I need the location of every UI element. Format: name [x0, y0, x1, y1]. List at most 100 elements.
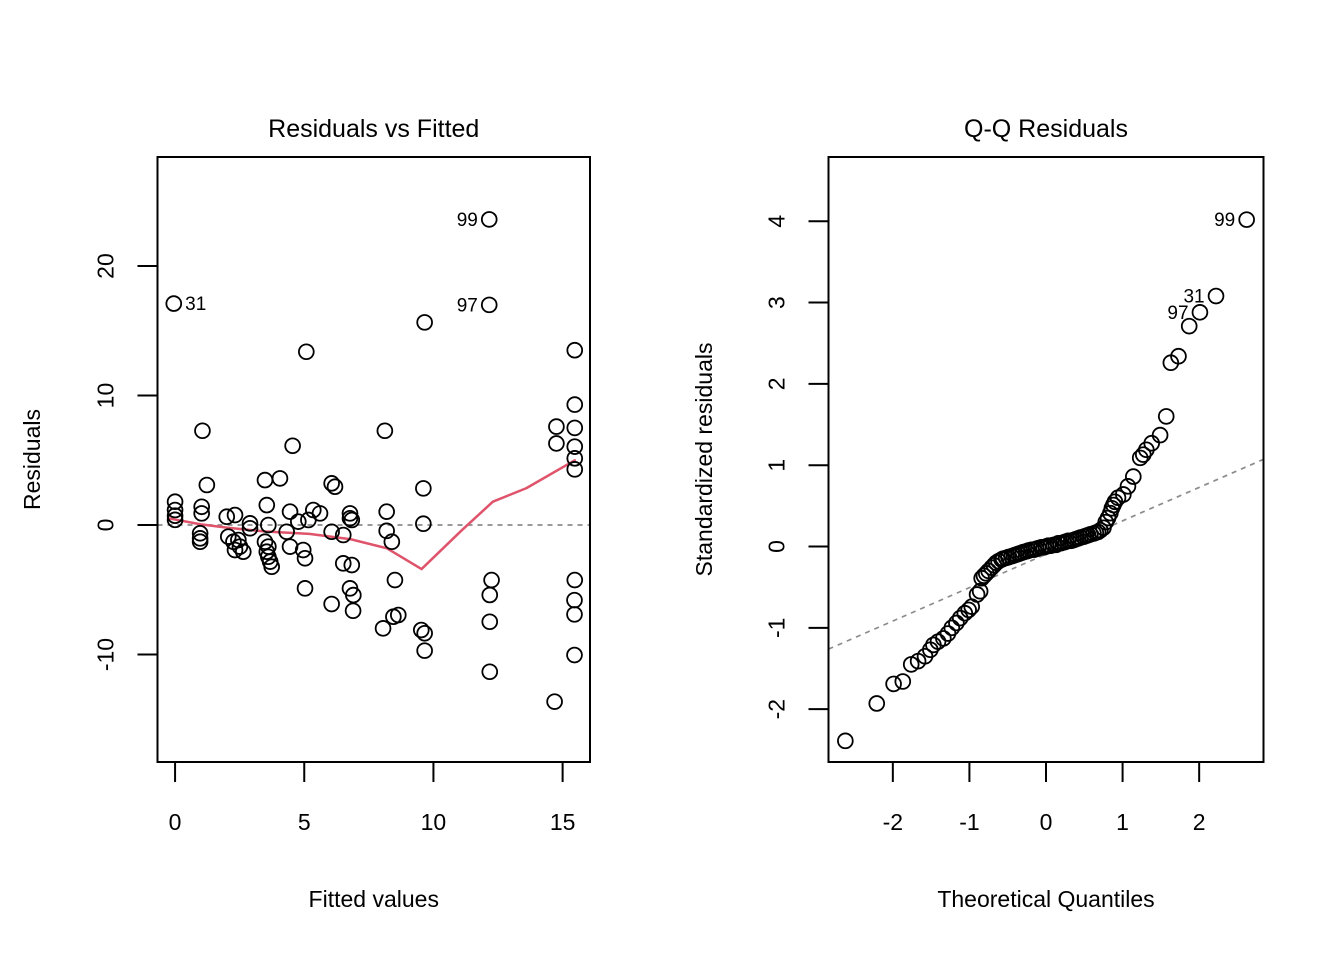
x-axis-label-theoretical-quantiles: Theoretical Quantiles [937, 886, 1154, 912]
data-point [416, 624, 433, 642]
data-point [226, 506, 244, 524]
data-point [323, 595, 340, 613]
data-point [166, 501, 184, 519]
data-point [1131, 449, 1149, 467]
data-point [389, 606, 407, 624]
data-point [378, 522, 395, 540]
data-point [566, 419, 584, 437]
data-point [191, 525, 209, 542]
x-tick-label: -2 [883, 809, 903, 835]
data-point [193, 498, 210, 516]
data-point [378, 503, 395, 520]
x-tick-label: 5 [298, 809, 311, 835]
y-tick-label: -1 [764, 618, 790, 638]
outlier-label: 99 [1214, 210, 1235, 231]
data-point [281, 503, 299, 520]
data-point [868, 695, 886, 712]
data-point [296, 550, 314, 567]
y-axis-label-residuals: Residuals [19, 409, 45, 510]
data-point [298, 343, 315, 361]
data-point [1119, 478, 1137, 495]
data-point [194, 422, 211, 440]
data-point [296, 580, 314, 597]
data-point [975, 567, 993, 585]
data-point [971, 582, 989, 600]
data-point [383, 533, 401, 551]
data-point [481, 663, 499, 681]
residuals-vs-fitted-plot-area: 99 31 97 0 5 10 15 -10 0 10 20 [93, 156, 591, 835]
data-point [241, 515, 259, 532]
data-point [837, 732, 854, 750]
data-point [948, 614, 965, 632]
x-tick-label: 0 [169, 809, 182, 835]
data-point [416, 642, 433, 659]
data-point [219, 528, 237, 545]
data-point [415, 515, 432, 533]
data-point [334, 555, 352, 572]
data-point [1207, 287, 1225, 305]
data-point [894, 673, 912, 690]
y-tick-label: 1 [764, 459, 790, 472]
y-axis-label-standardized-residuals: Standardized residuals [691, 343, 717, 577]
y-tick-label: -2 [764, 699, 790, 719]
data-point [165, 295, 183, 312]
y-tick-label: 3 [764, 296, 790, 309]
data-point [566, 606, 583, 623]
data-point [191, 533, 209, 551]
outlier-label: 31 [1183, 287, 1204, 308]
y-tick-label: 2 [764, 377, 790, 390]
data-point [241, 519, 259, 537]
data-point [1180, 317, 1198, 335]
data-point [341, 509, 359, 527]
data-point [231, 538, 249, 555]
plot-title-residuals-vs-fitted: Residuals vs Fitted [268, 115, 479, 143]
data-point [166, 507, 184, 525]
data-point [548, 418, 565, 435]
data-point [226, 541, 244, 559]
data-point [566, 646, 583, 664]
data-point [1125, 468, 1142, 485]
y-tick-label: 0 [93, 519, 119, 532]
outlier-label: 97 [1167, 303, 1188, 324]
x-tick-label: 2 [1193, 809, 1206, 835]
data-point [416, 314, 433, 331]
data-point [1157, 408, 1175, 425]
data-point [300, 511, 317, 529]
x-axis-label-fitted-values: Fitted values [309, 886, 439, 912]
data-point [566, 341, 584, 359]
y-tick-label: 20 [93, 253, 119, 279]
data-point [548, 435, 565, 452]
data-point [939, 625, 957, 642]
data-point [1191, 304, 1209, 321]
data-point [951, 609, 969, 627]
data-point [166, 511, 184, 529]
data-point [218, 508, 236, 526]
data-point [566, 450, 584, 467]
data-point [294, 541, 312, 559]
data-point [902, 656, 920, 673]
data-point [323, 523, 340, 541]
data-point [193, 505, 210, 522]
data-point [344, 602, 362, 620]
data-point [260, 516, 277, 534]
data-point [481, 613, 499, 631]
x-tick-label: -1 [959, 809, 979, 835]
data-point [973, 569, 990, 587]
data-point [885, 675, 902, 693]
data-point [343, 511, 361, 529]
data-point [343, 556, 361, 574]
data-point [566, 571, 584, 589]
y-tick-label: 4 [764, 215, 790, 228]
outlier-label: 99 [457, 210, 478, 231]
data-point [546, 693, 563, 710]
y-tick-label: 0 [764, 540, 790, 553]
data-point [412, 621, 430, 639]
data-point [290, 513, 307, 530]
data-point [256, 533, 274, 551]
data-point [271, 470, 289, 487]
y-tick-label: 10 [93, 383, 119, 409]
data-point [230, 531, 247, 549]
data-point [1238, 211, 1255, 228]
